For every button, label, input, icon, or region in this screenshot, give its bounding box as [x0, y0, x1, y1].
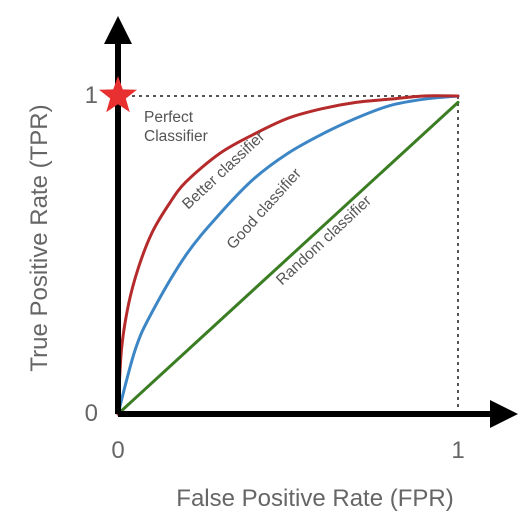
y-tick-label-1: 1 — [85, 82, 98, 109]
marker-layer: Perfect Classifier — [99, 76, 208, 145]
x-axis-title: False Positive Rate (FPR) — [176, 485, 453, 512]
x-tick-label-0: 0 — [111, 437, 124, 464]
y-tick-label-0: 0 — [85, 400, 98, 427]
series-label-good: Good classifier — [224, 165, 305, 253]
x-tick-label-1: 1 — [451, 437, 464, 464]
series-layer — [116, 94, 460, 416]
y-axis-title: True Positive Rate (TPR) — [26, 104, 53, 371]
perfect-classifier-label: Perfect Classifier — [144, 109, 208, 145]
series-line-random — [116, 100, 460, 416]
perfect-classifier-star-icon — [99, 76, 137, 113]
series-line-good — [116, 94, 460, 416]
y-axis-arrow — [104, 16, 132, 44]
series-label-random: Random classifier — [273, 192, 375, 288]
x-axis-arrow — [490, 400, 518, 428]
reference-lines — [118, 95, 459, 414]
series-line-better — [116, 94, 460, 416]
